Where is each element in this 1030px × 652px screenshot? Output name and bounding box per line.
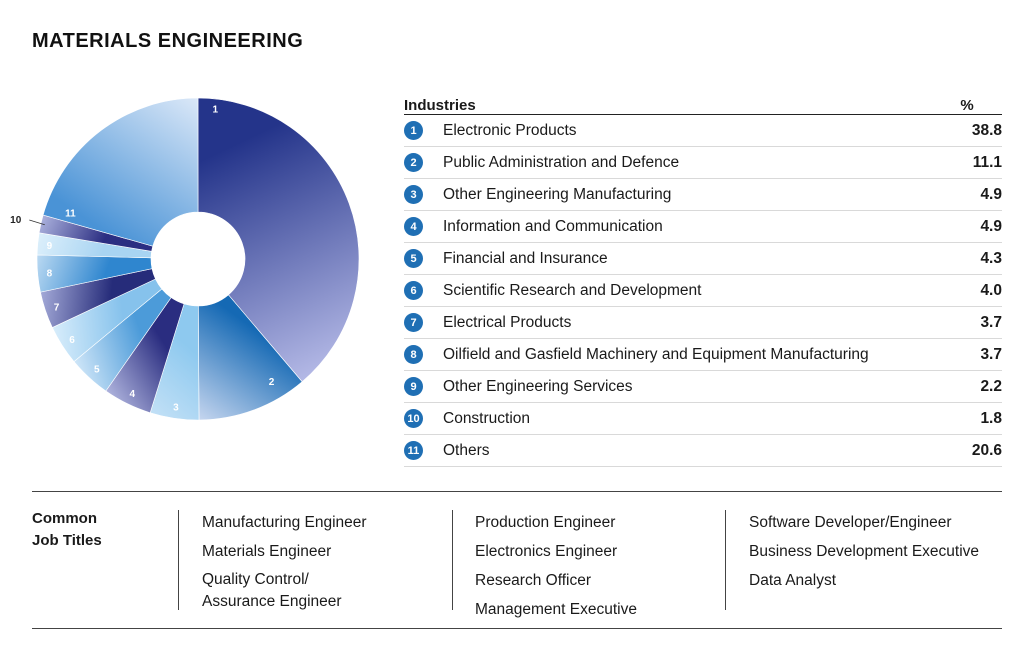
industry-name: Public Administration and Defence (443, 153, 680, 171)
industry-name: Scientific Research and Development (443, 281, 702, 299)
row-number-badge: 8 (404, 345, 423, 364)
column-divider (725, 510, 726, 610)
table-header: Industries % (404, 88, 1002, 115)
table-row: 9 Other Engineering Services 2.2 (404, 371, 1002, 403)
job-title: Data Analyst (749, 572, 837, 589)
table-row: 1 Electronic Products 38.8 (404, 115, 1002, 147)
job-title: Research Officer (475, 572, 592, 589)
industry-name: Electrical Products (443, 313, 572, 331)
table-row: 10 Construction 1.8 (404, 403, 1002, 435)
industry-percent: 11.1 (972, 153, 1002, 171)
donut-chart: 1 2 3 4 5 6 7 8 9 10 11 (10, 97, 360, 421)
industry-name: Other Engineering Manufacturing (443, 185, 672, 203)
pie-slice-1 (197, 97, 360, 383)
row-number-badge: 11 (404, 441, 423, 460)
pie-slice-label: 10 (10, 215, 22, 226)
job-title: Software Developer/Engineer (749, 514, 952, 531)
job-title: Quality Control/Assurance Engineer (202, 571, 342, 610)
industry-percent: 3.7 (980, 313, 1002, 331)
table-row: 5 Financial and Insurance 4.3 (404, 243, 1002, 275)
row-number-badge: 6 (404, 281, 423, 300)
jobs-label-line2: Job Titles (32, 532, 102, 549)
industry-percent: 38.8 (971, 121, 1002, 139)
industry-percent: 4.9 (980, 185, 1002, 203)
row-number-badge: 7 (404, 313, 423, 332)
pie-slice-label: 11 (65, 209, 76, 220)
table-body: 1 Electronic Products 38.8 2 Public Administ… (404, 115, 1002, 467)
job-title: Materials Engineer (202, 543, 332, 560)
pie-slice-label: 5 (94, 365, 100, 376)
industry-percent: 20.6 (971, 441, 1002, 459)
job-column-3: Software Developer/Engineer Business Dev… (749, 508, 979, 595)
pie-slice-label: 3 (173, 402, 179, 413)
table-row: 11 Others 20.6 (404, 435, 1002, 467)
pie-slice-label: 2 (269, 377, 275, 388)
pie-slice-label: 9 (47, 241, 53, 252)
pie-slice-2 (197, 294, 303, 421)
job-title: Production Engineer (475, 514, 616, 531)
table-row: 6 Scientific Research and Development 4.0 (404, 275, 1002, 307)
industry-name: Others (443, 441, 490, 459)
job-title: Management Executive (475, 601, 637, 618)
pie-slice-11 (42, 97, 199, 247)
industry-name: Financial and Insurance (443, 249, 608, 267)
industry-percent: 2.2 (980, 377, 1002, 395)
jobs-top-divider (32, 491, 1002, 492)
table-row: 3 Other Engineering Manufacturing 4.9 (404, 179, 1002, 211)
industry-percent: 4.0 (980, 281, 1002, 299)
table-row: 8 Oilfield and Gasfield Machinery and Equ… (404, 339, 1002, 371)
pie-slice-label: 8 (47, 269, 53, 280)
industry-name: Construction (443, 409, 531, 427)
job-column-1: Manufacturing Engineer Materials Enginee… (202, 508, 367, 613)
row-number-badge: 5 (404, 249, 423, 268)
industry-percent: 3.7 (980, 345, 1002, 363)
page-title: MATERIALS ENGINEERING (32, 30, 304, 52)
job-title: Business Development Executive (749, 543, 980, 560)
column-divider (452, 510, 453, 610)
job-title: Manufacturing Engineer (202, 514, 367, 531)
industry-name: Information and Communication (443, 217, 663, 235)
column-divider (178, 510, 179, 610)
industry-name: Oilfield and Gasfield Machinery and Equi… (443, 345, 869, 363)
industry-percent: 1.8 (980, 409, 1002, 427)
jobs-label-line1: Common (32, 510, 97, 527)
industry-percent: 4.9 (980, 217, 1002, 235)
job-column-2: Production Engineer Electronics Engineer… (475, 508, 637, 624)
industry-name: Electronic Products (443, 121, 577, 139)
pie-slice-label: 6 (69, 335, 75, 346)
jobs-label: Common Job Titles (32, 508, 102, 552)
pie-slice-label: 1 (213, 104, 219, 115)
industries-table: Industries % 1 Electronic Products 38.8 2 Pu… (404, 88, 1002, 467)
row-number-badge: 4 (404, 217, 423, 236)
row-number-badge: 1 (404, 121, 423, 140)
row-number-badge: 9 (404, 377, 423, 396)
pie-slice-label: 4 (129, 389, 135, 400)
pie-slice-label: 7 (54, 302, 60, 313)
leader-line (29, 219, 45, 226)
header-industries: Industries (404, 97, 476, 114)
table-row: 4 Information and Communication 4.9 (404, 211, 1002, 243)
industry-name: Other Engineering Services (443, 377, 633, 395)
job-title: Electronics Engineer (475, 543, 618, 560)
row-number-badge: 3 (404, 185, 423, 204)
row-number-badge: 10 (404, 409, 423, 428)
jobs-bottom-divider (32, 628, 1002, 629)
table-row: 2 Public Administration and Defence 11.1 (404, 147, 1002, 179)
header-percent: % (960, 97, 974, 114)
table-row: 7 Electrical Products 3.7 (404, 307, 1002, 339)
row-number-badge: 2 (404, 153, 423, 172)
industry-percent: 4.3 (980, 249, 1002, 267)
